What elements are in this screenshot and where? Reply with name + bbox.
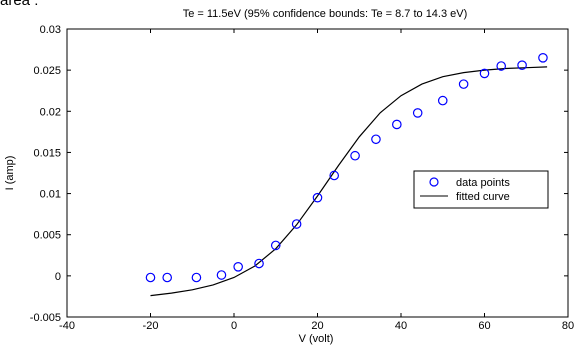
data-point-marker (312, 192, 323, 203)
x-axis-label: V (volt) (299, 333, 334, 345)
y-tick-label: 0.015 (33, 147, 61, 159)
legend-marker-data-points (429, 177, 439, 187)
y-tick-label: -0.005 (30, 312, 61, 324)
y-tick-label: 0.005 (33, 230, 61, 242)
data-point-marker (496, 61, 506, 71)
x-tick-label: 0 (231, 320, 237, 332)
y-tick-label: 0.01 (40, 189, 61, 201)
legend: data points fitted curve (413, 170, 549, 209)
data-point-marker (538, 52, 548, 63)
data-point-marker (254, 258, 264, 269)
data-point-markers (145, 52, 548, 283)
top-text-fragment: area : (0, 0, 39, 9)
data-point-marker (412, 108, 423, 118)
data-point-marker (458, 79, 469, 89)
data-point-marker (437, 95, 448, 106)
legend-label-data-points: data points (456, 177, 510, 189)
data-point-marker (350, 150, 360, 161)
y-axis-ticks: -0.005 0 0.005 0.01 0.015 0.02 0.025 0.03 (30, 24, 568, 324)
data-point-marker (191, 272, 202, 283)
data-point-marker (371, 134, 381, 145)
data-point-marker (233, 262, 243, 272)
data-point-marker (162, 272, 172, 283)
y-axis-label: I (amp) (4, 156, 16, 191)
data-point-marker (145, 272, 156, 283)
data-point-marker (329, 170, 339, 181)
y-tick-label: 0.02 (40, 106, 61, 118)
x-tick-label: 20 (311, 320, 323, 332)
x-tick-label: -20 (143, 320, 159, 332)
legend-box (413, 170, 549, 209)
y-tick-label: 0 (55, 271, 61, 283)
legend-label-fitted-curve: fitted curve (456, 191, 510, 203)
x-tick-label: -40 (59, 320, 75, 332)
data-point-marker (479, 68, 490, 79)
x-axis-ticks: -40 -20 0 20 40 60 80 (59, 29, 574, 332)
data-point-marker (291, 219, 302, 229)
y-tick-label: 0.025 (33, 65, 61, 77)
data-point-marker (270, 240, 281, 251)
data-point-marker (216, 270, 227, 280)
chart-title: Te = 11.5eV (95% confidence bounds: Te =… (183, 8, 468, 20)
x-tick-label: 40 (395, 320, 407, 332)
x-tick-label: 60 (478, 320, 490, 332)
x-tick-label: 80 (562, 320, 574, 332)
data-point-marker (392, 119, 402, 130)
y-tick-label: 0.03 (40, 24, 61, 36)
data-point-marker (517, 60, 527, 71)
